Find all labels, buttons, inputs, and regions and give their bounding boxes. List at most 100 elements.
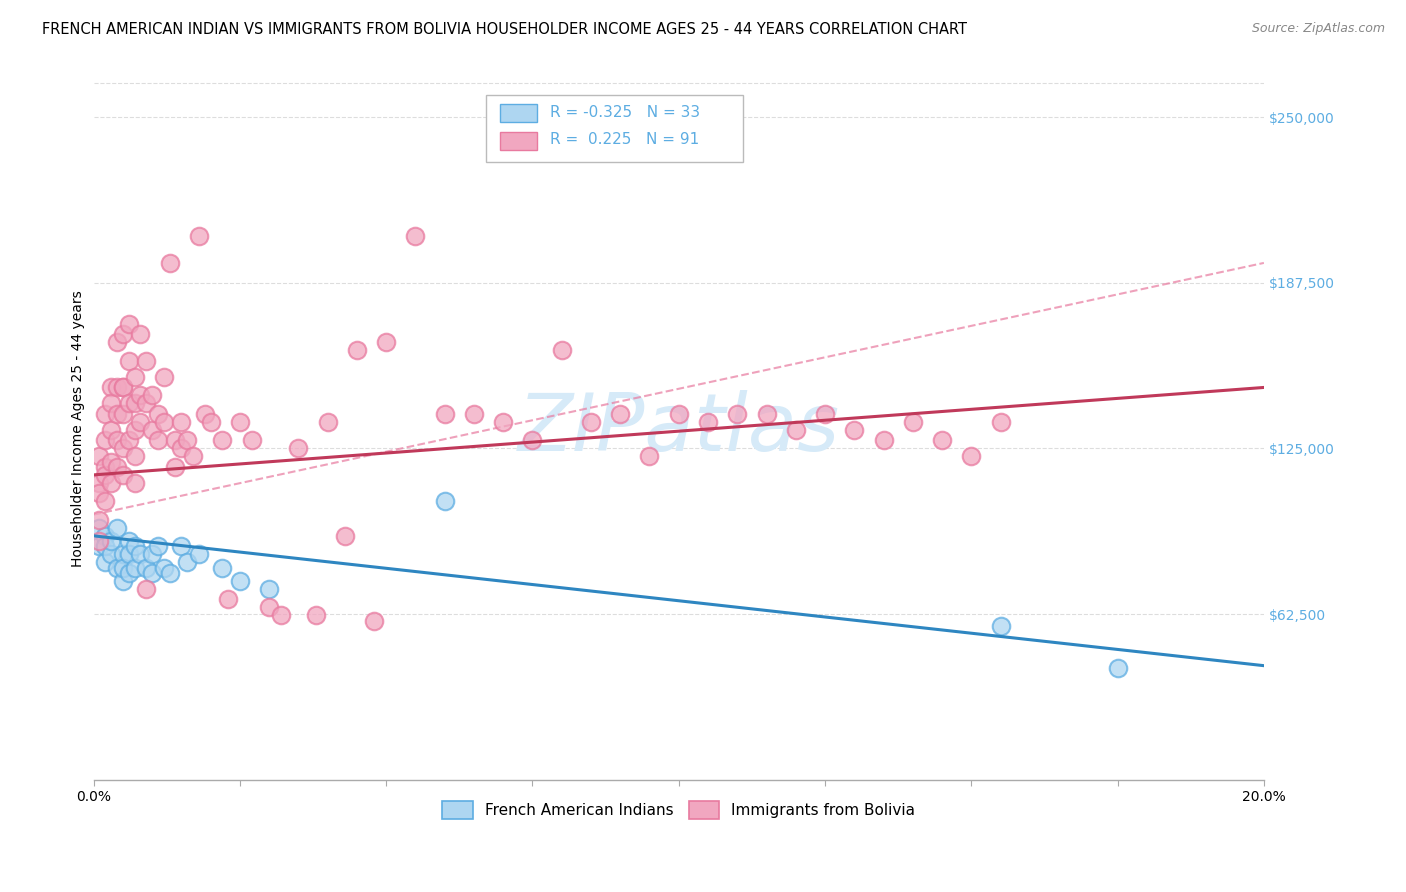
Point <box>89 513 111 527</box>
Point <box>551 343 574 358</box>
Point <box>124 560 146 574</box>
FancyBboxPatch shape <box>485 95 744 161</box>
Point <box>111 407 134 421</box>
Point <box>94 540 117 554</box>
Point <box>94 434 117 448</box>
Point <box>159 256 181 270</box>
Point <box>335 529 357 543</box>
Point <box>100 548 122 562</box>
Point <box>579 415 602 429</box>
Point <box>100 380 122 394</box>
Point <box>165 459 187 474</box>
Point <box>146 407 169 421</box>
Point <box>200 415 222 429</box>
Point <box>1107 661 1129 675</box>
Point <box>141 423 163 437</box>
Point <box>89 534 111 549</box>
Point <box>89 475 111 490</box>
Point <box>211 434 233 448</box>
Point <box>316 415 339 429</box>
Point <box>105 459 128 474</box>
Point <box>346 343 368 358</box>
Point <box>152 560 174 574</box>
Point <box>94 529 117 543</box>
Point <box>229 415 252 429</box>
Point <box>124 423 146 437</box>
Point <box>638 450 661 464</box>
Point <box>111 380 134 394</box>
FancyBboxPatch shape <box>499 132 537 150</box>
Point <box>124 475 146 490</box>
Point <box>187 229 209 244</box>
Point <box>990 415 1012 429</box>
Point <box>100 423 122 437</box>
Point <box>89 450 111 464</box>
Point <box>124 450 146 464</box>
Text: ZIPatlas: ZIPatlas <box>517 390 839 467</box>
Point <box>960 450 983 464</box>
Point <box>755 407 778 421</box>
Point <box>129 388 152 402</box>
Point <box>257 600 280 615</box>
Point <box>668 407 690 421</box>
Point <box>105 335 128 350</box>
Point <box>94 467 117 482</box>
FancyBboxPatch shape <box>499 104 537 121</box>
Point <box>240 434 263 448</box>
Point <box>105 560 128 574</box>
Point <box>463 407 485 421</box>
Point <box>111 442 134 456</box>
Point <box>165 434 187 448</box>
Point <box>124 540 146 554</box>
Point <box>89 486 111 500</box>
Point <box>141 566 163 580</box>
Point <box>89 540 111 554</box>
Point <box>433 494 456 508</box>
Point <box>105 434 128 448</box>
Point <box>118 354 141 368</box>
Point <box>211 560 233 574</box>
Point <box>257 582 280 596</box>
Point <box>931 434 953 448</box>
Point <box>129 415 152 429</box>
Text: Source: ZipAtlas.com: Source: ZipAtlas.com <box>1251 22 1385 36</box>
Point <box>152 415 174 429</box>
Point <box>89 521 111 535</box>
Point <box>844 423 866 437</box>
Point <box>118 566 141 580</box>
Text: R = -0.325   N = 33: R = -0.325 N = 33 <box>550 105 700 120</box>
Point <box>118 434 141 448</box>
Point <box>181 450 204 464</box>
Point <box>111 548 134 562</box>
Point <box>105 407 128 421</box>
Point <box>697 415 720 429</box>
Point <box>129 548 152 562</box>
Point <box>287 442 309 456</box>
Point <box>100 475 122 490</box>
Point <box>176 434 198 448</box>
Point <box>814 407 837 421</box>
Point <box>111 327 134 342</box>
Point <box>135 582 157 596</box>
Point <box>94 459 117 474</box>
Point <box>146 434 169 448</box>
Point <box>111 560 134 574</box>
Point <box>170 540 193 554</box>
Point <box>901 415 924 429</box>
Point <box>100 534 122 549</box>
Point <box>433 407 456 421</box>
Y-axis label: Householder Income Ages 25 - 44 years: Householder Income Ages 25 - 44 years <box>72 290 86 567</box>
Point <box>118 396 141 410</box>
Point <box>124 369 146 384</box>
Point <box>146 540 169 554</box>
Point <box>270 608 292 623</box>
Point <box>118 548 141 562</box>
Point <box>725 407 748 421</box>
Point <box>363 614 385 628</box>
Point <box>135 396 157 410</box>
Point <box>94 555 117 569</box>
Point <box>135 354 157 368</box>
Point <box>609 407 631 421</box>
Point <box>492 415 515 429</box>
Point <box>990 619 1012 633</box>
